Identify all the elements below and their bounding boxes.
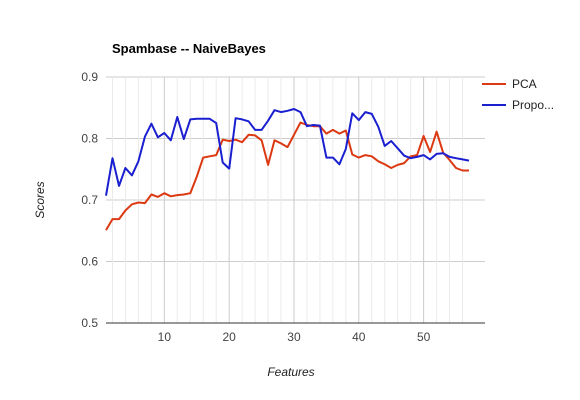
legend: PCA Propo...: [482, 77, 554, 112]
x-tick-label: 40: [352, 330, 366, 344]
x-tick-label: 20: [222, 330, 236, 344]
series-layer: [105, 108, 470, 231]
y-tick-label: 0.9: [81, 70, 98, 84]
x-tick-label: 50: [417, 330, 431, 344]
gridlines: [106, 76, 485, 324]
series-line-proposed: [105, 108, 470, 196]
y-tick-label: 0.6: [81, 255, 98, 269]
y-tick-label: 0.5: [81, 316, 98, 330]
axes: 0.5 0.6 0.7 0.8 0.9 10 20 30 40 50: [81, 70, 485, 344]
legend-label: PCA: [512, 77, 537, 91]
chart-title: Spambase -- NaiveBayes: [112, 41, 266, 56]
y-tick-label: 0.7: [81, 193, 98, 207]
y-tick-label: 0.8: [81, 132, 98, 146]
y-axis-label: Scores: [33, 181, 47, 218]
x-tick-label: 10: [158, 330, 172, 344]
x-tick-label: 30: [287, 330, 301, 344]
x-axis-label: Features: [267, 365, 314, 379]
legend-label: Propo...: [512, 98, 554, 112]
series-line-pca: [105, 121, 469, 231]
